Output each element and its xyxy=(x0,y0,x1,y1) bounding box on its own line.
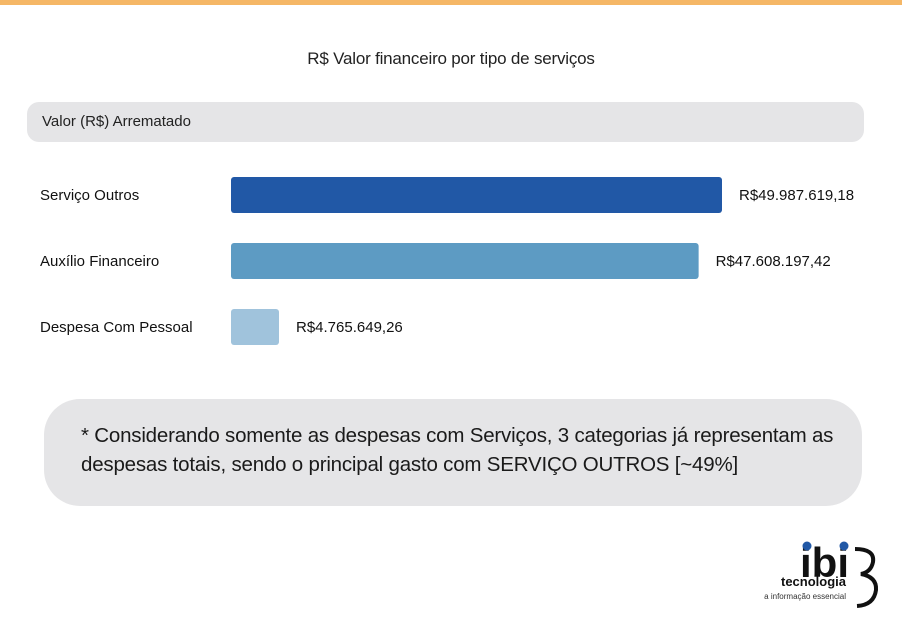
company-logo: ibi tecnologia a informação essencial xyxy=(764,539,879,608)
bar xyxy=(231,177,722,213)
note-text: * Considerando somente as despesas com S… xyxy=(81,424,834,476)
section-header-label: Valor (R$) Arrematado xyxy=(42,113,191,130)
value-label: R$4.765.649,26 xyxy=(296,319,403,336)
section-header: Valor (R$) Arrematado xyxy=(27,102,864,142)
logo-curve-icon xyxy=(854,547,879,608)
logo-dot-icon xyxy=(839,541,849,551)
bar-chart: Serviço Outros R$49.987.619,18 Auxílio Fin… xyxy=(40,177,854,345)
value-label: R$49.987.619,18 xyxy=(739,187,854,204)
category-label: Serviço Outros xyxy=(40,187,139,204)
value-label: R$47.608.197,42 xyxy=(716,253,831,270)
category-label: Auxílio Financeiro xyxy=(40,253,159,270)
chart-title: R$ Valor financeiro por tipo de serviços xyxy=(307,49,595,68)
bar xyxy=(231,243,699,279)
logo-name: tecnologia xyxy=(781,574,847,589)
top-accent-bar xyxy=(0,0,902,5)
logo-tagline: a informação essencial xyxy=(764,592,846,601)
bar xyxy=(231,309,279,345)
note-box: * Considerando somente as despesas com S… xyxy=(44,399,862,506)
logo-dot-icon xyxy=(802,541,812,551)
category-label: Despesa Com Pessoal xyxy=(40,319,193,336)
